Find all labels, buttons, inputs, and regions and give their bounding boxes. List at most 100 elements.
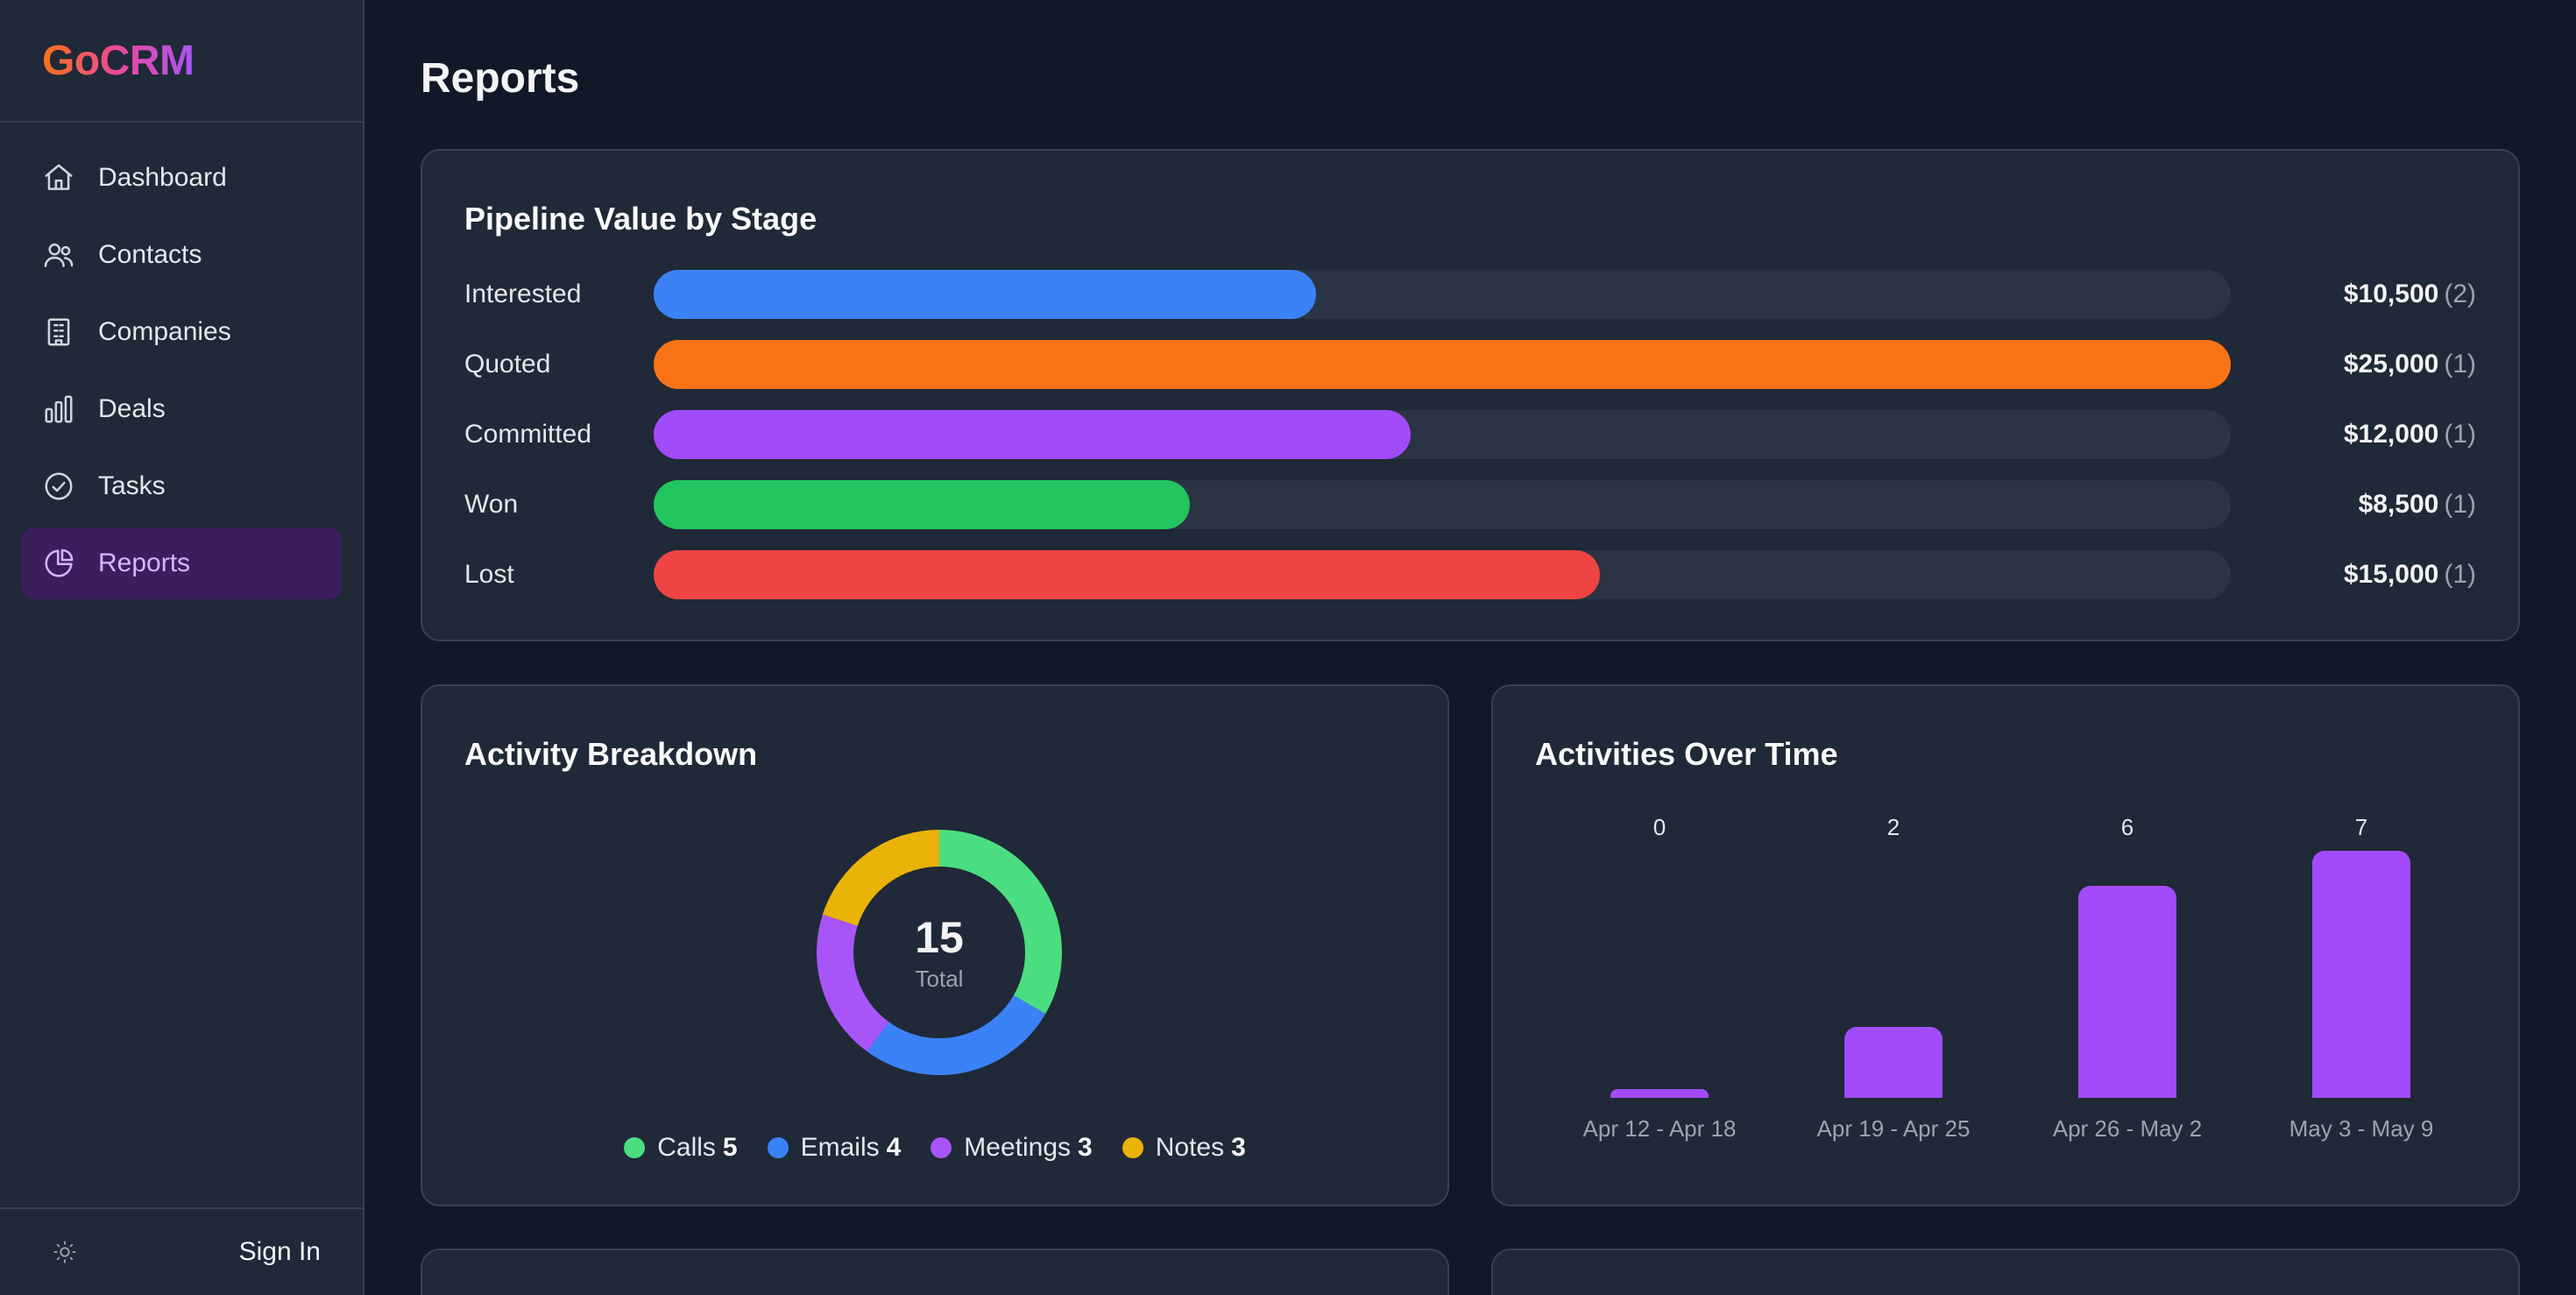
legend-value: 3 <box>1078 1133 1093 1162</box>
donut-svg <box>817 830 1062 1075</box>
legend-dot <box>767 1137 789 1158</box>
bar-x-label: Apr 19 - Apr 25 <box>1816 1115 1971 1142</box>
legend-value: 3 <box>1231 1133 1246 1162</box>
pipeline-track <box>654 270 2231 319</box>
sidebar-item-label: Contacts <box>98 240 202 269</box>
page-title: Reports <box>421 55 580 102</box>
sign-in-button[interactable]: Sign In <box>238 1237 321 1266</box>
pipeline-bar <box>654 340 2231 389</box>
bar-value-label: 7 <box>2354 814 2368 840</box>
sidebar-item-deals[interactable]: Deals <box>21 373 342 445</box>
bar[interactable] <box>2312 851 2410 1098</box>
sidebar-item-label: Companies <box>98 317 231 346</box>
pipeline-amount: $8,500 <box>2358 490 2439 519</box>
pipeline-bar <box>654 270 1316 319</box>
donut-slice-meetings[interactable] <box>817 914 889 1052</box>
pipeline-bar <box>654 410 1411 459</box>
legend-item-meetings: Meetings 3 <box>931 1133 1093 1163</box>
pipeline-stage-label: Quoted <box>464 350 551 379</box>
donut-slice-emails[interactable] <box>867 994 1046 1075</box>
legend-dot <box>1122 1137 1143 1158</box>
bar-x-label: Apr 12 - Apr 18 <box>1582 1115 1737 1142</box>
pipeline-track <box>654 340 2231 389</box>
pipeline-title: Pipeline Value by Stage <box>464 201 817 237</box>
sun-icon[interactable] <box>53 1240 77 1264</box>
pipeline-amount: $12,000 <box>2343 420 2439 449</box>
pipeline-row: Won $8,500 (1) <box>464 480 2476 529</box>
bar-value-label: 2 <box>1886 814 1900 840</box>
brand-logo[interactable]: GoCRM <box>42 37 195 84</box>
sidebar-item-tasks[interactable]: Tasks <box>21 450 342 522</box>
sidebar-item-contacts[interactable]: Contacts <box>21 219 342 291</box>
pipeline-row: Interested $10,500 (2) <box>464 270 2476 319</box>
pipeline-stage-label: Won <box>464 490 519 519</box>
sidebar-footer: Sign In <box>0 1207 363 1295</box>
pipeline-bar <box>654 480 1190 529</box>
legend-dot <box>624 1137 646 1158</box>
building-icon <box>47 318 70 346</box>
pipeline-row: Committed $12,000 (1) <box>464 410 2476 459</box>
legend-label: Notes <box>1155 1133 1225 1162</box>
report-card-partial <box>1491 1249 2520 1295</box>
pipeline-count: (1) <box>2444 490 2476 519</box>
bar-x-label: Apr 26 - May 2 <box>2052 1115 2203 1142</box>
sidebar-item-companies[interactable]: Companies <box>21 296 342 368</box>
check-circle-icon <box>45 472 73 500</box>
donut-slice-calls[interactable] <box>938 830 1062 1014</box>
bar-chart-icon <box>45 395 73 423</box>
legend-label: Calls <box>657 1133 716 1162</box>
donut-center: 15 Total <box>808 821 1071 1084</box>
bar-column: 0 Apr 12 - Apr 18 <box>1563 686 1756 1208</box>
pipeline-value: $15,000 (1) <box>2231 560 2476 590</box>
bar-column: 2 Apr 19 - Apr 25 <box>1797 686 1990 1208</box>
sidebar-item-label: Tasks <box>98 471 166 500</box>
activities-over-time-card: Activities Over Time 0 Apr 12 - Apr 18 2 Ap… <box>1491 684 2520 1207</box>
pipeline-track <box>654 550 2231 599</box>
legend-value: 5 <box>722 1133 738 1162</box>
pipeline-value: $10,500 (2) <box>2231 280 2476 309</box>
legend-item-calls: Calls 5 <box>624 1133 738 1163</box>
bar[interactable] <box>1844 1027 1943 1098</box>
sidebar-nav: Dashboard Contacts Companies Deals Tasks… <box>0 123 363 619</box>
pipeline-amount: $10,500 <box>2343 280 2439 308</box>
pipeline-amount: $25,000 <box>2343 350 2439 379</box>
pipeline-track <box>654 480 2231 529</box>
pipeline-count: (2) <box>2444 280 2476 308</box>
bar-column: 7 May 3 - May 9 <box>2265 686 2458 1208</box>
bar-value-label: 6 <box>2120 814 2134 840</box>
activity-breakdown-card: Activity Breakdown 15 Total Calls 5 Emai… <box>421 684 1449 1207</box>
sidebar-item-reports[interactable]: Reports <box>21 527 342 599</box>
legend-label: Meetings <box>964 1133 1072 1162</box>
sidebar-item-dashboard[interactable]: Dashboard <box>21 142 342 214</box>
bar-column: 6 Apr 26 - May 2 <box>2031 686 2224 1208</box>
bar-x-label: May 3 - May 9 <box>2289 1115 2434 1142</box>
pipeline-value: $25,000 (1) <box>2231 350 2476 379</box>
legend-label: Emails <box>800 1133 880 1162</box>
users-icon <box>44 243 74 267</box>
pipeline-count: (1) <box>2444 560 2476 589</box>
donut-total-label: Total <box>915 965 964 992</box>
sidebar-item-label: Dashboard <box>98 163 227 192</box>
pipeline-bar <box>654 550 1600 599</box>
pipeline-stage-label: Interested <box>464 280 582 308</box>
pie-chart-icon <box>45 548 74 577</box>
bar[interactable] <box>2078 886 2176 1098</box>
legend-value: 4 <box>886 1133 902 1162</box>
breakdown-title: Activity Breakdown <box>464 736 758 772</box>
donut-chart: 15 Total <box>808 821 1071 1084</box>
legend-item-notes: Notes 3 <box>1122 1133 1246 1163</box>
pipeline-card: Pipeline Value by Stage Interested $10,5… <box>421 149 2520 641</box>
donut-legend: Calls 5 Emails 4 Meetings 3 Notes 3 <box>422 1133 1447 1163</box>
bar[interactable] <box>1610 1089 1709 1098</box>
home-icon <box>45 164 73 190</box>
bar-value-label: 0 <box>1652 814 1667 840</box>
donut-slice-notes[interactable] <box>822 830 940 927</box>
sidebar: GoCRM Dashboard Contacts Companies Deals <box>0 0 364 1295</box>
legend-item-emails: Emails 4 <box>767 1133 902 1163</box>
sidebar-item-label: Reports <box>98 548 191 577</box>
pipeline-count: (1) <box>2444 350 2476 379</box>
pipeline-track <box>654 410 2231 459</box>
pipeline-count: (1) <box>2444 420 2476 449</box>
pipeline-stage-label: Lost <box>464 560 514 589</box>
